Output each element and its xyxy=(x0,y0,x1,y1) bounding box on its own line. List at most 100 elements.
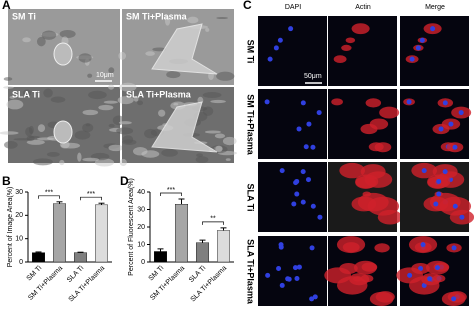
image-label: SM Ti+Plasma xyxy=(126,11,188,21)
x-tick-label: SLA Ti xyxy=(66,264,86,284)
actin xyxy=(367,196,400,216)
y-tick-label: 30 xyxy=(137,206,145,213)
texture xyxy=(77,152,82,162)
nucleus xyxy=(436,191,442,197)
texture xyxy=(116,127,134,135)
actin xyxy=(339,162,365,179)
panel-label: A xyxy=(2,0,11,12)
actin xyxy=(362,191,372,197)
texture xyxy=(88,90,107,100)
nucleus xyxy=(451,296,457,302)
texture xyxy=(6,99,24,110)
nucleus xyxy=(438,126,444,132)
bar xyxy=(153,251,167,263)
bar xyxy=(73,252,87,263)
texture xyxy=(202,91,222,98)
texture xyxy=(3,77,13,81)
significance-label: ** xyxy=(210,216,216,223)
texture xyxy=(214,133,226,139)
error-bar xyxy=(35,251,42,253)
actin xyxy=(331,98,343,106)
texture xyxy=(0,131,19,135)
nucleus xyxy=(279,282,285,288)
texture xyxy=(161,148,178,157)
bar xyxy=(174,204,188,263)
nucleus xyxy=(442,100,448,106)
nucleus xyxy=(300,199,306,205)
nucleus xyxy=(452,144,458,150)
nucleus xyxy=(407,272,413,278)
cell xyxy=(53,120,73,144)
nucleus xyxy=(296,264,302,270)
actin xyxy=(333,55,347,64)
significance-bracket xyxy=(80,196,102,201)
texture xyxy=(9,95,15,99)
cell xyxy=(53,42,73,66)
texture xyxy=(22,37,31,43)
nucleus xyxy=(267,56,273,62)
nucleus xyxy=(279,168,285,174)
nucleus xyxy=(288,26,294,32)
y-tick-label: 10 xyxy=(15,236,23,243)
nucleus xyxy=(415,45,421,51)
cell xyxy=(151,101,218,153)
nucleus xyxy=(277,37,283,43)
nucleus xyxy=(427,276,433,282)
actin xyxy=(374,243,390,253)
y-tick-label: 20 xyxy=(15,212,23,219)
fluorescence-image xyxy=(258,89,327,159)
nucleus xyxy=(265,272,271,278)
image-label: SLA Ti+Plasma xyxy=(126,89,192,99)
texture xyxy=(3,86,14,89)
texture xyxy=(108,144,124,152)
texture xyxy=(210,99,226,104)
error-bar xyxy=(178,198,185,205)
nucleus xyxy=(278,242,284,248)
nucleus xyxy=(406,99,412,105)
nucleus xyxy=(285,276,291,282)
nucleus xyxy=(433,201,439,207)
error-bar xyxy=(98,202,105,205)
x-tick-label: SM Ti xyxy=(148,264,166,282)
nucleus xyxy=(452,203,458,209)
actin xyxy=(369,118,389,130)
nucleus xyxy=(434,265,440,271)
image-label: SM Ti xyxy=(12,11,36,21)
texture xyxy=(216,71,235,81)
texture xyxy=(22,89,32,97)
actin xyxy=(324,267,352,284)
nucleus xyxy=(305,177,311,183)
nucleus xyxy=(451,245,457,251)
error-bar xyxy=(199,239,206,243)
texture xyxy=(36,36,46,47)
texture xyxy=(78,53,92,63)
texture xyxy=(32,158,53,166)
nucleus xyxy=(448,121,454,127)
actin xyxy=(355,174,379,189)
texture xyxy=(36,137,55,141)
texture xyxy=(204,130,221,134)
row-label: SM Ti xyxy=(246,40,256,64)
texture xyxy=(196,153,203,158)
actin xyxy=(374,142,392,153)
significance-label: *** xyxy=(87,191,95,198)
texture xyxy=(195,156,209,163)
y-tick-label: 30 xyxy=(15,189,23,196)
actin xyxy=(336,236,366,254)
nucleus xyxy=(292,265,298,271)
texture xyxy=(94,158,115,167)
texture xyxy=(59,159,65,166)
texture xyxy=(133,95,139,102)
y-tick-label: 10 xyxy=(137,241,145,248)
texture xyxy=(41,30,57,40)
bar xyxy=(53,203,67,263)
image-label: SLA Ti xyxy=(12,89,40,99)
texture xyxy=(158,109,166,117)
column-header: Actin xyxy=(355,4,371,11)
texture xyxy=(82,109,99,116)
nucleus xyxy=(420,242,426,248)
row-label: SLA Ti+Plasma xyxy=(246,239,256,305)
actin xyxy=(345,37,356,44)
texture xyxy=(166,71,181,79)
